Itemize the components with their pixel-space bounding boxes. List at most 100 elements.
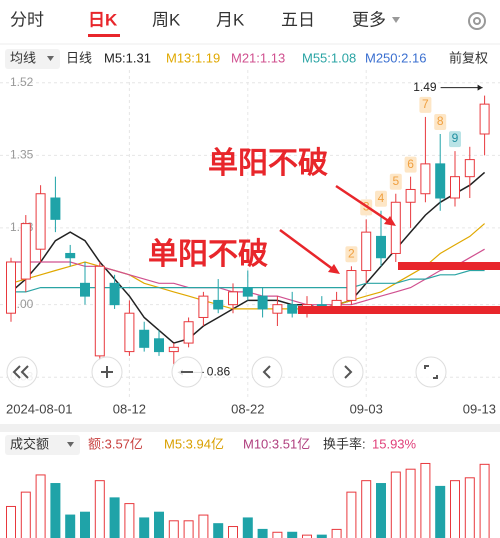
candle-body <box>183 321 194 344</box>
plot: 1.521.351.181.000.832024-08-0108-1208-22… <box>0 70 500 538</box>
volume-bar <box>435 485 446 538</box>
icon <box>424 365 438 379</box>
max-label: 1.49 <box>413 80 437 94</box>
annotation: 单阳不破 <box>208 147 328 180</box>
volume-bar <box>35 474 46 538</box>
tab[interactable]: 月K <box>216 10 245 29</box>
ma-menu-caret <box>47 56 54 61</box>
button-next[interactable] <box>332 356 364 388</box>
arrow <box>335 184 391 224</box>
volume-bar <box>450 480 460 538</box>
icon <box>344 365 353 379</box>
turnover-label: 换手率: <box>323 436 366 451</box>
tab[interactable]: 更多 <box>352 10 386 29</box>
turnover-value: 15.93% <box>372 436 417 451</box>
volume-bar <box>479 463 490 538</box>
tab[interactable]: 五日 <box>281 10 315 29</box>
candle-body <box>65 252 76 259</box>
icon <box>262 365 271 379</box>
candle-body <box>287 304 298 314</box>
y-tick-label: 1.52 <box>10 75 34 89</box>
candle-body <box>257 295 268 310</box>
volume-bar <box>6 505 16 538</box>
volume-bar <box>361 480 372 538</box>
candle-body <box>139 329 150 348</box>
candle-body <box>405 188 416 203</box>
candle-body <box>242 287 253 297</box>
ma-line <box>10 223 485 310</box>
candle-body <box>50 197 61 220</box>
volume-bar <box>242 517 253 538</box>
candle-body <box>376 235 386 259</box>
td-badge <box>375 190 387 207</box>
volume-bar <box>109 497 120 538</box>
volume-bar <box>50 483 61 538</box>
active-tab-underline <box>88 34 120 37</box>
volume-bar <box>405 468 416 538</box>
volume-bar <box>94 480 105 538</box>
volume-bar <box>124 503 135 538</box>
td-count: 9 <box>452 131 459 145</box>
adjust[interactable]: 前复权 <box>449 50 488 65</box>
x-tick-label: 09-13 <box>463 401 496 416</box>
td-badge <box>419 96 432 113</box>
candle-body <box>361 231 372 272</box>
volume-bar <box>287 531 298 538</box>
tab[interactable]: 分时 <box>10 10 44 29</box>
button-prev[interactable] <box>251 356 283 388</box>
arrow-head <box>328 264 340 274</box>
volume-bar <box>331 528 342 538</box>
arrow-head <box>384 216 396 226</box>
volume-bar <box>464 477 475 538</box>
volume-bar <box>65 514 76 538</box>
volume-bar <box>183 520 194 538</box>
period: 日线 <box>66 50 92 65</box>
candle-body <box>346 270 357 301</box>
volume-amount: 额:3.57亿 <box>88 436 143 451</box>
background <box>0 12 500 455</box>
candle-body <box>80 282 90 297</box>
control-icons <box>12 365 438 379</box>
y-tick-label: 1.35 <box>10 148 34 162</box>
tab[interactable]: 日K <box>88 10 118 29</box>
candle-body <box>168 346 179 353</box>
legend-entry: M13:1.19 <box>166 50 220 65</box>
candle-body <box>390 201 401 254</box>
button-fullscreen[interactable] <box>415 356 447 388</box>
volume-bar <box>346 491 357 538</box>
volume-m10: M10:3.51亿 <box>243 436 310 451</box>
td-count: 8 <box>437 114 444 128</box>
ma-menu-box[interactable] <box>5 49 60 69</box>
volume-menu-box[interactable] <box>5 435 80 455</box>
tab[interactable]: 周K <box>152 10 181 29</box>
annotation: 单阳不破 <box>148 238 268 271</box>
td-count: 7 <box>422 97 429 111</box>
arrow <box>279 228 335 272</box>
volume-bar <box>20 491 31 538</box>
candle-body <box>435 163 446 199</box>
legend-entry: M55:1.08 <box>302 50 356 65</box>
candle-body <box>124 312 135 353</box>
candle-body <box>420 163 431 195</box>
settings-icon[interactable] <box>468 12 486 30</box>
candle-body <box>198 295 209 318</box>
legend-entry: M21:1.13 <box>231 50 285 65</box>
volume-bar <box>198 514 209 538</box>
td-badge <box>389 173 402 190</box>
ma-menu[interactable]: 均线 <box>10 50 36 65</box>
support-band <box>398 262 500 270</box>
td-count: 2 <box>348 246 355 260</box>
volume-bar <box>139 517 150 538</box>
candle-body <box>213 299 224 310</box>
candle-body <box>228 291 238 306</box>
icon <box>101 366 113 378</box>
td-count: 6 <box>407 157 414 171</box>
volume-menu[interactable]: 成交额 <box>10 436 49 451</box>
max-arrow-head <box>477 84 483 91</box>
td-badge <box>449 131 461 148</box>
ma250-legend: M250:2.16 <box>365 50 426 65</box>
min-label: 0.86 <box>207 365 231 379</box>
volume-bar <box>213 523 224 538</box>
volume-bar <box>228 526 238 538</box>
